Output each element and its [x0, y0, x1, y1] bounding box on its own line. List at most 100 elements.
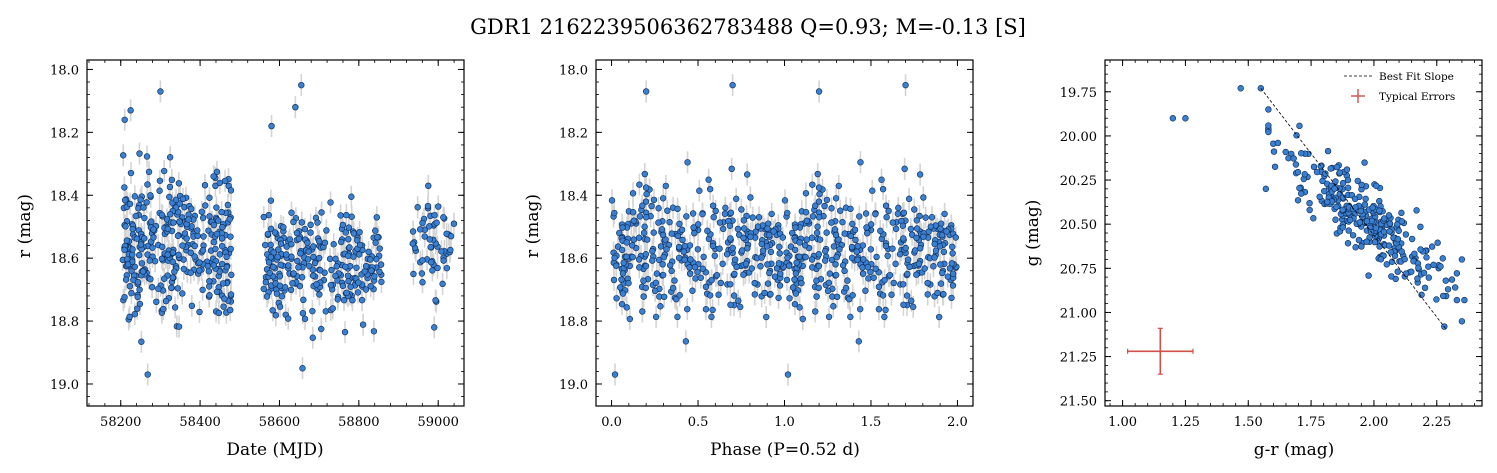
data-point	[707, 292, 714, 299]
data-point	[310, 253, 317, 261]
data-point	[732, 195, 740, 203]
data-point	[175, 251, 182, 258]
data-point	[727, 209, 735, 217]
data-point	[1296, 184, 1303, 192]
data-point	[306, 262, 313, 270]
data-point	[166, 183, 174, 191]
data-point	[435, 203, 442, 210]
x-tick-label: 1.0	[774, 415, 795, 430]
data-point	[421, 233, 428, 240]
data-point	[1306, 199, 1313, 207]
data-point	[1322, 170, 1329, 177]
data-point	[787, 243, 795, 250]
data-point	[809, 181, 816, 188]
data-point	[129, 225, 136, 233]
data-point	[1361, 159, 1368, 166]
data-point	[345, 277, 352, 285]
data-point	[844, 277, 851, 284]
data-point	[1294, 168, 1302, 176]
data-point	[699, 210, 706, 218]
data-point	[136, 286, 143, 293]
data-point	[681, 242, 689, 250]
data-point	[1352, 244, 1359, 251]
data-point	[625, 279, 632, 287]
data-point	[146, 257, 153, 264]
data-point	[196, 308, 203, 316]
data-point	[1339, 224, 1347, 231]
data-point	[1369, 204, 1376, 211]
data-point	[414, 204, 421, 211]
data-point	[815, 198, 823, 205]
data-point	[198, 208, 206, 215]
data-point	[1301, 171, 1308, 178]
data-point	[271, 229, 279, 236]
data-point	[709, 242, 717, 250]
data-point	[720, 225, 727, 233]
data-point	[636, 264, 643, 271]
data-point	[126, 282, 134, 290]
data-point	[828, 256, 836, 264]
data-point	[885, 207, 892, 215]
data-point	[1418, 291, 1425, 299]
data-point	[288, 241, 295, 248]
data-point	[147, 275, 154, 283]
data-point	[355, 279, 362, 286]
data-point	[346, 244, 353, 251]
data-point	[1355, 236, 1363, 244]
data-point	[659, 195, 667, 202]
data-point	[697, 274, 704, 281]
data-point	[1439, 255, 1446, 262]
data-point	[1444, 286, 1452, 293]
data-point	[1420, 269, 1428, 277]
data-point	[216, 251, 224, 258]
data-point	[680, 248, 687, 255]
data-point	[679, 236, 686, 244]
data-point	[126, 313, 133, 321]
data-point	[294, 257, 301, 265]
data-point	[735, 297, 742, 304]
data-point	[932, 247, 940, 254]
data-point	[1274, 139, 1282, 147]
data-point	[872, 265, 879, 272]
data-point	[719, 260, 726, 268]
data-point	[358, 296, 366, 304]
data-point	[873, 253, 880, 261]
data-point	[141, 214, 148, 222]
data-point	[799, 315, 806, 323]
data-point	[199, 247, 207, 254]
data-point	[1394, 235, 1402, 243]
x-tick-label: 58400	[179, 415, 220, 430]
data-point	[418, 270, 426, 277]
data-point	[642, 284, 649, 292]
data-point	[180, 265, 188, 273]
data-point	[1296, 122, 1303, 130]
data-point	[870, 274, 877, 281]
data-point	[702, 306, 710, 313]
x-tick-label: 2.25	[1422, 415, 1451, 430]
data-point	[295, 235, 303, 243]
data-point	[213, 288, 221, 296]
y-tick-label: 18.0	[559, 63, 588, 78]
data-point	[740, 234, 747, 242]
data-point	[729, 81, 736, 89]
data-point	[716, 245, 723, 252]
data-point	[689, 210, 697, 217]
data-point	[281, 284, 289, 291]
data-point	[1385, 212, 1393, 219]
x-axis-label: Phase (P=0.52 d)	[710, 440, 860, 460]
data-point	[813, 293, 820, 300]
data-point	[1414, 275, 1421, 282]
data-point	[139, 268, 147, 275]
data-point	[1391, 252, 1399, 259]
data-point	[267, 225, 275, 233]
data-point	[206, 213, 213, 220]
data-point	[201, 181, 209, 189]
data-point	[686, 242, 694, 249]
data-point	[140, 204, 147, 211]
data-point	[664, 207, 671, 214]
data-point	[789, 284, 797, 291]
data-point	[816, 190, 823, 198]
phased-light-curve-panel: Phase (P=0.52 d) r (mag) 0.0 0.5 1.0 1.5 2.0…	[523, 59, 974, 460]
data-point	[734, 225, 742, 233]
data-point	[690, 224, 697, 231]
